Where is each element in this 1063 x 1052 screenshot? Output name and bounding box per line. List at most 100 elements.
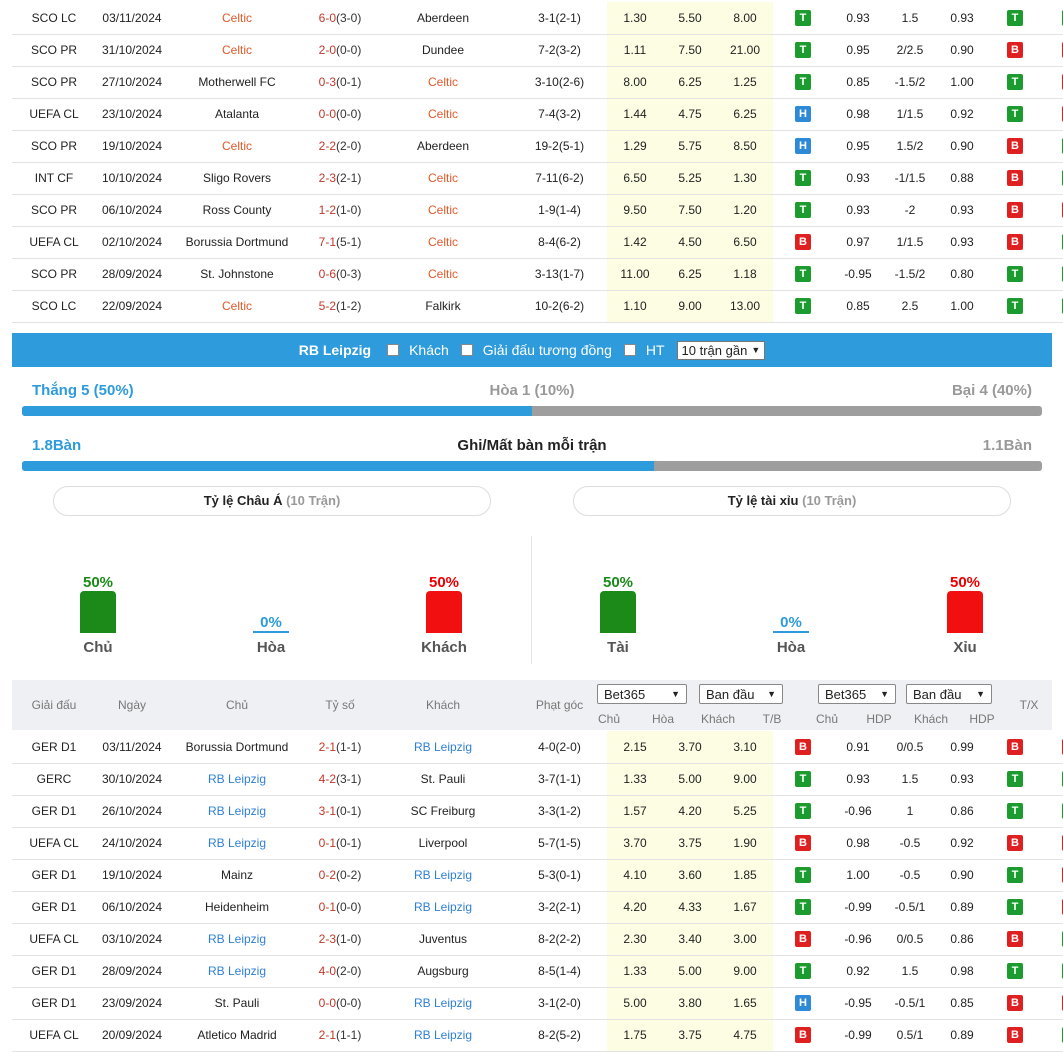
match-count-select[interactable]: 10 trận gần ▼ <box>676 340 766 360</box>
date-cell: 06/10/2024 <box>96 194 168 227</box>
odds-home-cell: 2.15 <box>607 731 663 764</box>
corner-cell: 7-2(3-2) <box>512 34 607 67</box>
asian-draw-group: 0% Hòa <box>226 614 316 656</box>
chevron-down-icon: ▼ <box>976 689 985 699</box>
home-team-link[interactable]: Atletico Madrid <box>197 1028 277 1042</box>
away-team-link[interactable]: RB Leipzig <box>413 1028 473 1042</box>
league-cell: UEFA CL <box>12 1019 96 1052</box>
date-cell: 03/10/2024 <box>96 923 168 956</box>
home-team-link[interactable]: Ross County <box>202 203 272 217</box>
hdp-result-cell: B <box>987 194 1043 227</box>
away-only-checkbox[interactable] <box>387 344 400 356</box>
hdp-result-badge: T <box>1007 803 1023 819</box>
tx-result-cell: T <box>1043 763 1063 796</box>
away-team-link[interactable]: Celtic <box>427 235 458 249</box>
away-team-link[interactable]: RB Leipzig <box>413 868 473 882</box>
away-team-link[interactable]: Celtic <box>427 107 458 121</box>
ht-checkbox[interactable] <box>623 344 636 356</box>
home-team-link[interactable]: RB Leipzig <box>207 804 267 818</box>
away-team-link[interactable]: Celtic <box>427 171 458 185</box>
odds-draw-cell: 5.25 <box>663 162 717 195</box>
goals-summary: 1.8Bàn Ghi/Mất bàn mỗi trận 1.1Bàn <box>22 437 1042 457</box>
odds-home-cell: 1.11 <box>607 34 663 67</box>
hdp-result-cell: T <box>987 795 1043 828</box>
corner-cell: 7-4(3-2) <box>512 98 607 131</box>
away-team-link[interactable]: Celtic <box>427 203 458 217</box>
away-team-link[interactable]: Aberdeen <box>416 10 470 25</box>
home-team-link[interactable]: Borussia Dortmund <box>185 739 289 754</box>
tb-result-badge: T <box>795 74 811 90</box>
league-cell: SCO LC <box>12 2 96 35</box>
tx-result-cell: T <box>1043 923 1063 956</box>
away-team-cell: Celtic <box>374 66 512 99</box>
away-team-link[interactable]: Aberdeen <box>416 139 470 153</box>
odds-home-cell: 3.70 <box>607 827 663 860</box>
hdp-line-cell: 1/1.5 <box>883 226 937 259</box>
tb-result-badge: B <box>795 1027 811 1043</box>
full-time-score: 2-3 <box>318 171 336 185</box>
away-team-link[interactable]: Juventus <box>418 932 468 946</box>
match-row: UEFA CL 20/09/2024 Atletico Madrid 2-1(1-1)… <box>12 1019 1063 1052</box>
over-under-pill[interactable]: Tỷ lệ tài xỉu (10 Trận) <box>573 486 1011 516</box>
home-team-link[interactable]: Atalanta <box>214 107 260 121</box>
score-cell: 0-0(0-0) <box>306 98 374 131</box>
away-team-link[interactable]: St. Pauli <box>420 772 466 786</box>
odds-away-cell: 1.67 <box>717 891 773 924</box>
odds-away-cell: 1.90 <box>717 827 773 860</box>
score-cell: 0-1(0-1) <box>306 827 374 860</box>
away-team-link[interactable]: Augsburg <box>417 964 469 978</box>
corner-cell: 8-4(6-2) <box>512 226 607 259</box>
odds-type-select-1[interactable]: Ban đầu ▼ <box>699 684 783 704</box>
hdp-home-cell: -0.99 <box>833 891 883 924</box>
league-cell: UEFA CL <box>12 827 96 860</box>
league-cell: SCO PR <box>12 258 96 291</box>
odds-away-cell: 9.00 <box>717 763 773 796</box>
full-time-score: 5-2 <box>318 299 336 313</box>
full-time-score: 0-1 <box>318 900 336 914</box>
away-team-link[interactable]: Celtic <box>427 267 458 281</box>
away-team-link[interactable]: RB Leipzig <box>413 996 473 1010</box>
home-team-link[interactable]: Sligo Rovers <box>202 171 272 185</box>
hdp-line-cell: -0.5/1 <box>883 987 937 1020</box>
same-league-checkbox[interactable] <box>460 344 473 356</box>
away-team-link[interactable]: RB Leipzig <box>413 739 473 754</box>
odds-draw-cell: 5.00 <box>663 763 717 796</box>
match-row: UEFA CL 02/10/2024 Borussia Dortmund 7-1(5-… <box>12 226 1063 259</box>
odds-draw-cell: 6.25 <box>663 66 717 99</box>
away-team-link[interactable]: Falkirk <box>425 299 461 313</box>
home-team-link[interactable]: RB Leipzig <box>207 932 267 946</box>
half-time-score: (1-1) <box>336 739 362 754</box>
home-team-link[interactable]: St. Johnstone <box>200 267 274 281</box>
bookmaker-select-1[interactable]: Bet365 ▼ <box>597 684 687 704</box>
home-team-link[interactable]: Heidenheim <box>204 900 270 914</box>
away-team-link[interactable]: SC Freiburg <box>410 804 476 818</box>
ou-sub: (10 Trận) <box>802 493 857 508</box>
home-team-link[interactable]: Celtic <box>221 299 252 313</box>
odds-away-cell: 9.00 <box>717 955 773 988</box>
asian-handicap-pill[interactable]: Tỷ lệ Châu Á (10 Trận) <box>53 486 491 516</box>
league-cell: GER D1 <box>12 859 96 892</box>
home-team-link[interactable]: Borussia Dortmund <box>185 235 289 249</box>
away-team-link[interactable]: Celtic <box>427 75 458 89</box>
home-team-link[interactable]: St. Pauli <box>214 996 260 1010</box>
full-time-score: 3-1 <box>318 804 336 818</box>
home-team-link[interactable]: RB Leipzig <box>207 836 267 850</box>
home-team-link[interactable]: RB Leipzig <box>207 772 267 786</box>
home-team-link[interactable]: Celtic <box>221 43 252 57</box>
odds-type-select-2[interactable]: Ban đầu ▼ <box>906 684 992 704</box>
bookmaker-select-2[interactable]: Bet365 ▼ <box>818 684 896 704</box>
home-team-link[interactable]: Motherwell FC <box>198 75 276 89</box>
away-team-link[interactable]: RB Leipzig <box>413 900 473 914</box>
ou-draw-pct: 0% <box>780 614 802 631</box>
home-team-cell: Celtic <box>168 34 306 67</box>
hdp-home-cell: 0.95 <box>833 130 883 163</box>
home-team-link[interactable]: Mainz <box>220 868 253 882</box>
home-team-link[interactable]: Celtic <box>221 139 252 153</box>
home-team-link[interactable]: RB Leipzig <box>207 964 267 978</box>
away-team-link[interactable]: Liverpool <box>418 836 468 850</box>
home-team-cell: RB Leipzig <box>168 827 306 860</box>
away-team-link[interactable]: Dundee <box>421 43 465 57</box>
score-cell: 4-2(3-1) <box>306 763 374 796</box>
home-team-link[interactable]: Celtic <box>221 10 252 25</box>
ou-draw-group: 0% Hòa <box>746 614 836 656</box>
